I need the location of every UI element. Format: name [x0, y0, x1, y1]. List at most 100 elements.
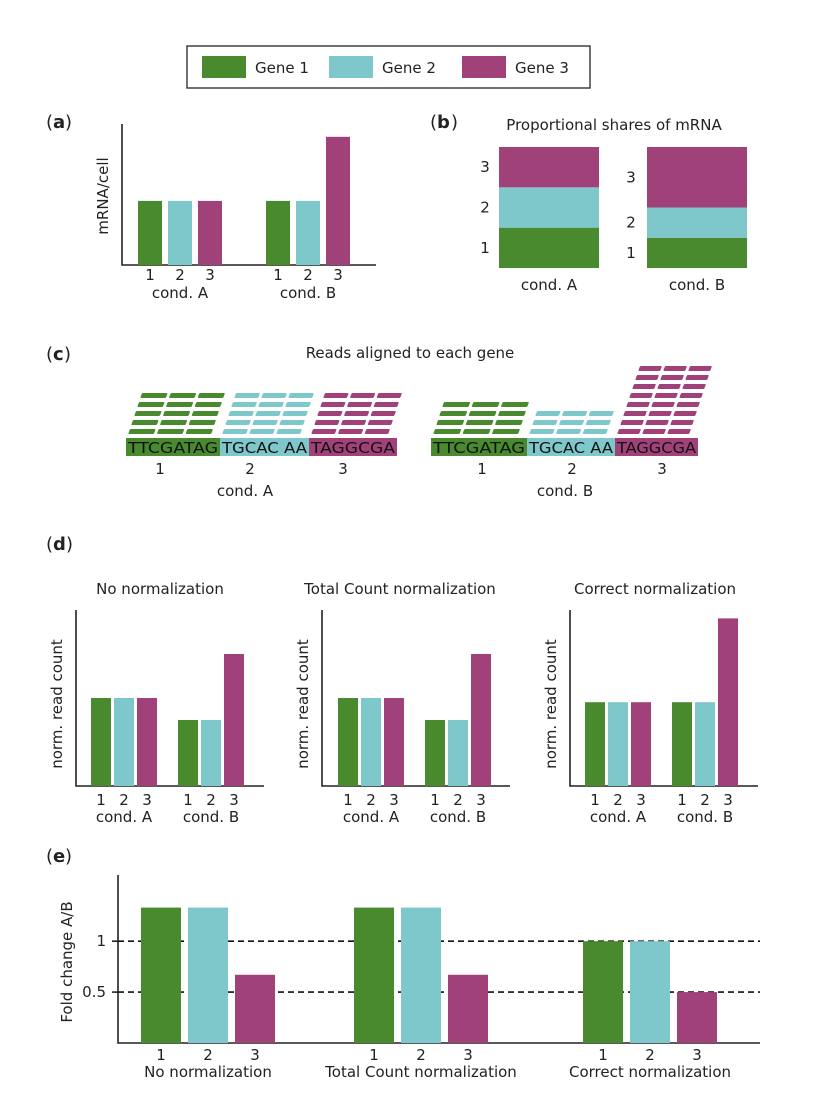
tick-label: 2 — [206, 791, 216, 809]
read-gene2 — [249, 429, 275, 434]
read-gene3 — [660, 375, 684, 380]
group-label: cond. B — [677, 808, 733, 826]
y-axis-label: Fold change A/B — [58, 901, 76, 1022]
bar-d3-1-gene1 — [585, 702, 605, 786]
read-gene2 — [585, 420, 611, 425]
tick-label: 2 — [700, 791, 710, 809]
read-gene1 — [495, 420, 523, 425]
read-gene1 — [492, 429, 520, 434]
bar-a-1-gene3 — [198, 200, 222, 265]
read-gene2 — [285, 402, 311, 407]
bar-e-3-gene1 — [583, 941, 623, 1043]
read-gene1 — [433, 429, 462, 434]
read-gene1 — [140, 393, 168, 398]
read-gene1 — [169, 393, 197, 398]
panel-label-e-open: ( — [46, 846, 53, 867]
read-gene1 — [157, 429, 185, 434]
read-gene3 — [320, 402, 346, 407]
tick-label: 3 — [463, 1046, 473, 1064]
panel-label-b: b — [437, 112, 450, 133]
legend-swatch-gene3 — [462, 56, 506, 78]
read-gene3 — [642, 429, 666, 434]
sequence-text: TTCGATAG — [432, 439, 525, 457]
group-label: cond. A — [343, 808, 400, 826]
read-gene3 — [373, 402, 399, 407]
bar-e-2-gene1 — [354, 907, 394, 1043]
read-gene3 — [347, 402, 373, 407]
bar-d1-1-gene3 — [137, 698, 157, 786]
bar-d3-1-gene3 — [631, 702, 651, 786]
legend-swatch-gene1 — [202, 56, 246, 78]
read-gene1 — [163, 411, 191, 416]
legend-label-gene1: Gene 1 — [255, 59, 309, 77]
read-gene3 — [654, 393, 678, 398]
group-label: No normalization — [144, 1063, 272, 1081]
read-gene3 — [376, 393, 402, 398]
segment-label: 1 — [480, 239, 490, 257]
bar-d3-1-gene2 — [608, 702, 628, 786]
tick-label: 3 — [142, 791, 152, 809]
bar-e-2-gene2 — [401, 907, 441, 1043]
bar-b-1-gene1 — [499, 227, 599, 268]
bar-a-1-gene2 — [168, 200, 192, 265]
y-axis-label: norm. read count — [48, 639, 66, 769]
bar-e-2-gene3 — [448, 974, 488, 1043]
read-gene1 — [501, 402, 529, 407]
read-gene2 — [255, 411, 281, 416]
read-gene2 — [562, 411, 588, 416]
read-gene1 — [160, 420, 188, 425]
bar-a-2-gene2 — [296, 200, 320, 265]
sequence-text: TTCGATAG — [127, 439, 218, 457]
tick-label: 1 — [590, 791, 600, 809]
read-gene2 — [588, 411, 614, 416]
read-gene2 — [228, 411, 254, 416]
group-label: cond. B — [430, 808, 486, 826]
tick-label: 2 — [613, 791, 623, 809]
bar-d3-2-gene1 — [672, 702, 692, 786]
read-gene3 — [367, 420, 393, 425]
bar-d1-1-gene1 — [91, 698, 111, 786]
read-gene1 — [188, 420, 216, 425]
group-label: cond. A — [96, 808, 153, 826]
tick-label: 2 — [416, 1046, 426, 1064]
gene-label: 1 — [155, 460, 165, 478]
read-gene1 — [197, 393, 225, 398]
bar-e-3-gene2 — [630, 941, 670, 1043]
read-gene3 — [667, 429, 691, 434]
read-gene3 — [685, 375, 709, 380]
bar-b-1-gene3 — [499, 147, 599, 188]
gene-label: 2 — [567, 460, 577, 478]
bar-b-2-gene1 — [647, 237, 747, 268]
sequence-gene3 — [309, 438, 397, 456]
bar-d1-2-gene2 — [201, 720, 221, 786]
read-gene3 — [679, 393, 703, 398]
chart-d3-title: Correct normalization — [574, 580, 736, 598]
tick-label: 1 — [156, 1046, 166, 1064]
bar-d2-1-gene2 — [361, 698, 381, 786]
read-gene2 — [234, 393, 260, 398]
bar-e-1-gene3 — [235, 974, 275, 1043]
bar-d2-2-gene1 — [425, 720, 445, 786]
read-gene2 — [282, 411, 308, 416]
segment-label: 1 — [626, 244, 636, 262]
segment-label: 2 — [626, 214, 636, 232]
panel-label-d-open: ( — [46, 534, 53, 555]
read-gene3 — [682, 384, 706, 389]
panel-label-e: e — [53, 846, 65, 867]
group-label: cond. A — [590, 808, 647, 826]
sequence-gene2 — [527, 438, 615, 456]
panel-label-a-close: ) — [65, 112, 72, 133]
sequence-gene3 — [615, 438, 698, 456]
bar-d3-2-gene3 — [718, 618, 738, 786]
legend-swatch-gene2 — [329, 56, 373, 78]
tick-label: 3 — [692, 1046, 702, 1064]
read-gene1 — [191, 411, 219, 416]
read-gene1 — [194, 402, 222, 407]
read-gene1 — [439, 411, 468, 416]
read-gene2 — [288, 393, 314, 398]
tick-label: 1 — [430, 791, 440, 809]
read-gene1 — [468, 411, 497, 416]
condition-label: cond. A — [217, 482, 274, 500]
